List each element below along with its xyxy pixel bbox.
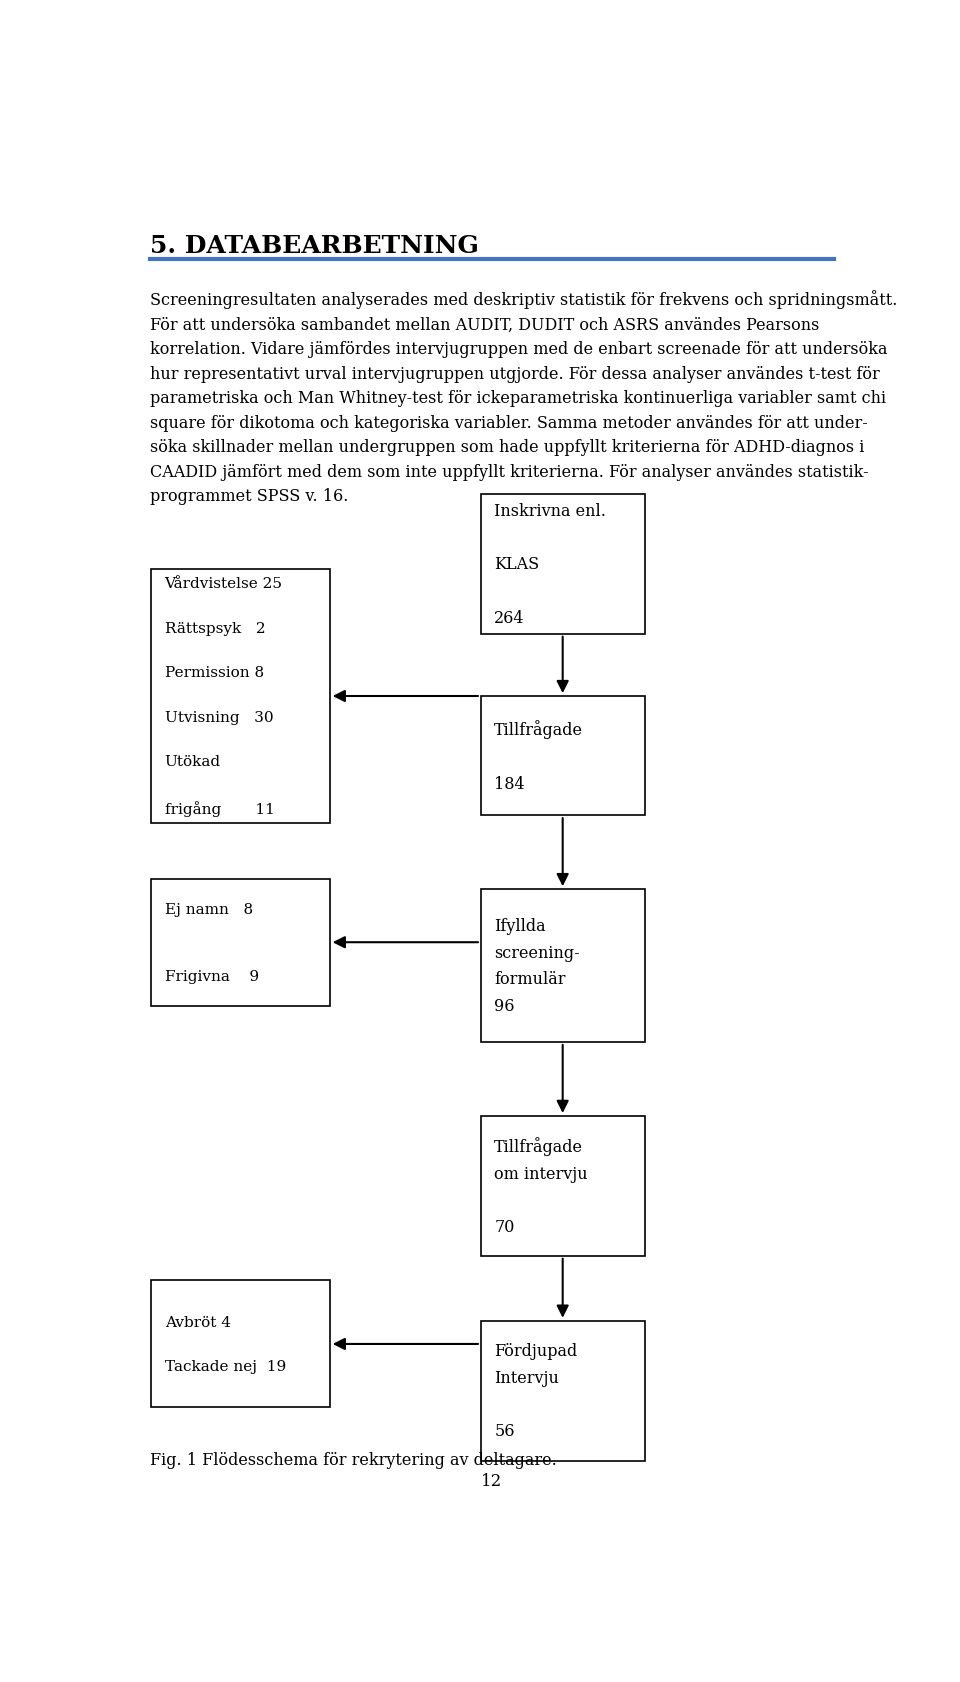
Text: Ifyllda
screening-
formulär
96: Ifyllda screening- formulär 96	[494, 917, 580, 1014]
Text: Fördjupad
Intervju

56: Fördjupad Intervju 56	[494, 1342, 578, 1440]
Text: Tillfrågade

184: Tillfrågade 184	[494, 720, 584, 792]
FancyBboxPatch shape	[481, 495, 644, 634]
FancyBboxPatch shape	[481, 890, 644, 1043]
FancyBboxPatch shape	[152, 570, 330, 824]
FancyBboxPatch shape	[152, 880, 330, 1006]
Text: Inskrivna enl.

KLAS

264: Inskrivna enl. KLAS 264	[494, 503, 606, 626]
Text: 12: 12	[481, 1472, 503, 1489]
FancyBboxPatch shape	[152, 1280, 330, 1408]
Text: Fig. 1 Flödesschema för rekrytering av deltagare.: Fig. 1 Flödesschema för rekrytering av d…	[150, 1452, 557, 1468]
Text: Tillfrågade
om intervju

70: Tillfrågade om intervju 70	[494, 1137, 588, 1236]
Text: Screeningresultaten analyserades med deskriptiv statistik för frekvens och sprid: Screeningresultaten analyserades med des…	[150, 289, 898, 505]
FancyBboxPatch shape	[481, 1320, 644, 1460]
Text: 5. DATABEARBETNING: 5. DATABEARBETNING	[150, 234, 479, 259]
Text: Vårdvistelse 25

Rättspsyk   2

Permission 8

Utvisning   30

Utökad

frigång   : Vårdvistelse 25 Rättspsyk 2 Permission 8…	[165, 577, 282, 816]
FancyBboxPatch shape	[481, 1117, 644, 1256]
FancyBboxPatch shape	[481, 696, 644, 816]
Text: Avbröt 4

Tackade nej  19: Avbröt 4 Tackade nej 19	[165, 1315, 286, 1374]
Text: Ej namn   8


Frigivna    9: Ej namn 8 Frigivna 9	[165, 902, 259, 982]
